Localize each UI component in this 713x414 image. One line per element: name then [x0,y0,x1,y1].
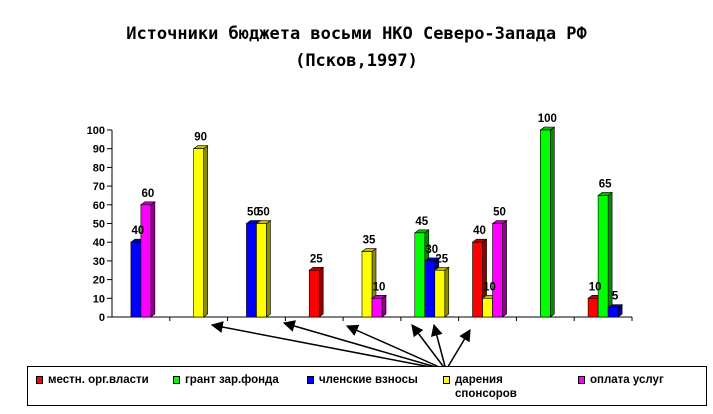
data-label: 65 [599,178,612,190]
bar-front [540,129,551,318]
data-label: 25 [310,253,323,265]
y-tick-label: 80 [93,162,105,174]
data-label: 50 [493,207,506,219]
y-tick-label: 0 [99,312,105,324]
data-label: 10 [589,281,602,293]
bar [255,219,272,318]
legend-label: местн. орг.власти [48,374,149,386]
bar-front [140,204,152,318]
data-label: 60 [141,188,154,200]
bar [597,191,614,318]
bar-side [150,201,156,318]
data-label: 10 [373,281,386,293]
bar-front [361,251,373,318]
data-label: 10 [483,281,496,293]
bar-front [424,260,436,318]
legend-swatch [307,376,314,384]
data-label: 40 [131,225,144,237]
bar-front [492,223,503,318]
data-label: 100 [538,113,557,125]
bar-front [597,195,609,318]
chart-subtitle: (Псков,1997) [295,51,418,71]
bar-front [587,297,599,318]
bar [607,304,624,318]
data-label: 50 [257,207,270,219]
bar-side [266,219,271,318]
data-label: 50 [247,207,260,219]
bar [371,294,387,318]
bar [308,266,325,318]
bar-front [414,232,426,318]
legend-swatch [578,376,585,384]
legend-label: членские взносы [319,374,418,386]
y-tick-label: 40 [93,237,105,249]
chart-legend: местн. орг.власти грант зар.фонда членск… [27,366,707,406]
y-tick-label: 60 [93,200,105,212]
bar [433,266,450,318]
bar-side [203,145,208,318]
data-label: 45 [415,216,428,228]
legend-label: грант зар.фонда [185,374,279,386]
bar-front [308,269,320,318]
bar [491,219,508,318]
bar [539,126,556,318]
arrow-2 [282,320,447,371]
arrow-5 [430,323,447,371]
bar-side [444,266,450,318]
bar-front [256,223,267,318]
bars [129,126,624,318]
bar-front [472,241,483,318]
bar [192,145,209,318]
bar-side [318,266,324,318]
legend-label: оплата услуг [590,374,664,386]
y-tick-label: 50 [93,219,105,231]
bar-side [550,126,555,318]
bar-front [434,269,446,318]
legend-swatch [173,376,180,384]
bar-front [193,148,204,318]
data-label: 90 [194,132,207,144]
data-label: 25 [435,253,448,265]
bar-front [246,223,257,318]
arrow-1 [210,321,447,371]
y-tick-label: 20 [93,275,105,287]
legend-label-line2: спонсоров [455,388,517,400]
y-tick-label: 90 [93,144,105,156]
bar-side [381,294,387,318]
arrow-6 [445,328,471,371]
chart-title: Источники бюджета восьми НКО Северо-Запа… [126,24,587,44]
y-tick-label: 30 [93,256,105,268]
y-tick-label: 100 [87,125,105,137]
legend-label: дарения [455,374,503,386]
bar [139,201,156,318]
annotation-arrows [210,320,471,371]
arrow-4 [411,324,447,371]
data-label: 30 [425,244,438,256]
arrow-3 [345,324,447,371]
bar-front [371,297,383,318]
bar-front [130,241,142,318]
bar-side [502,219,507,318]
data-label: 40 [473,225,486,237]
bar-front [482,297,493,318]
y-tick-label: 10 [93,293,105,305]
data-label: 35 [363,235,376,247]
legend-swatch [443,376,450,384]
legend-swatch [36,376,43,384]
data-label: 5 [612,291,619,303]
bar-front [607,307,619,318]
y-tick-label: 70 [93,181,105,193]
